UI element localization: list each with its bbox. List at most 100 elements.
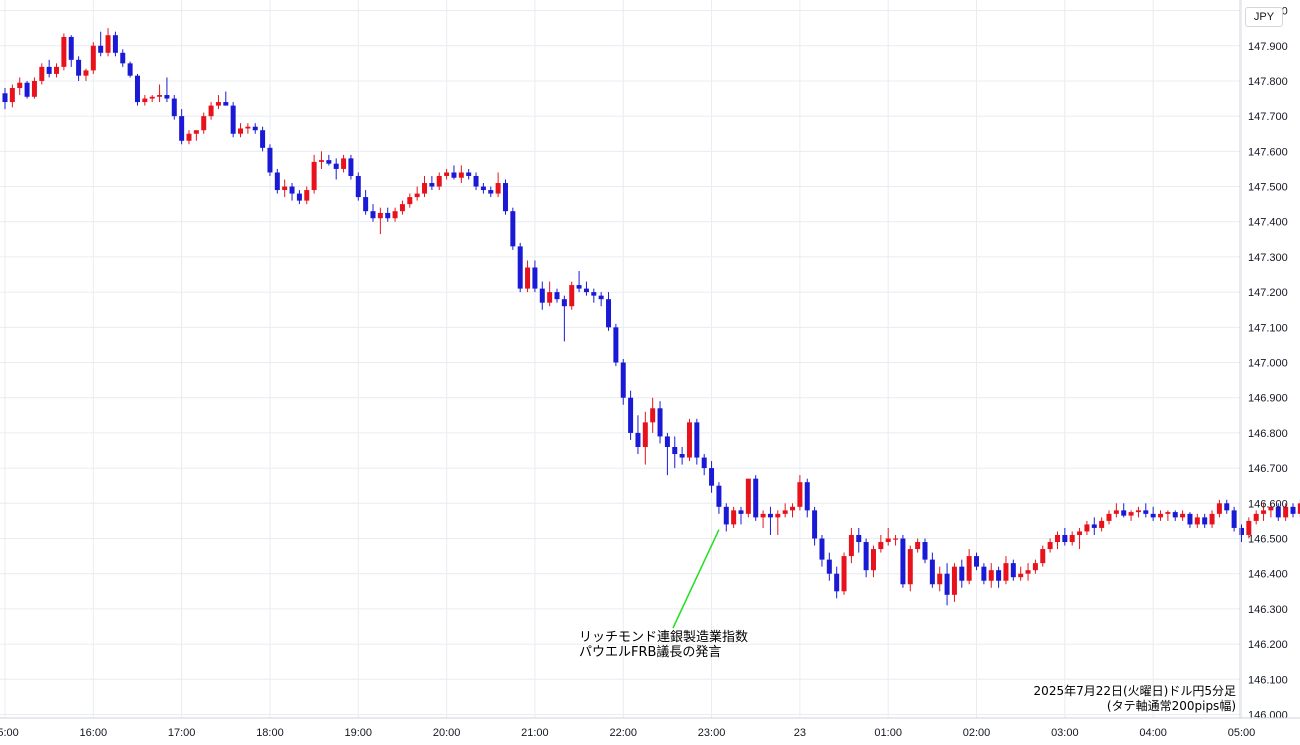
candle	[260, 126, 266, 152]
candle	[716, 482, 722, 514]
candle	[591, 288, 597, 303]
candle-body	[679, 454, 685, 458]
candle-body	[429, 183, 435, 187]
candle-body	[260, 130, 266, 148]
candle	[1187, 512, 1193, 528]
candle	[1268, 503, 1274, 518]
time-axis[interactable]: 15:00 16:00 17:00 18:00 19:00 20:00 21:00 22:00…	[0, 717, 1300, 739]
candle-body	[377, 212, 383, 219]
candle	[547, 281, 553, 307]
candle	[819, 534, 825, 567]
candle-body	[893, 538, 899, 540]
caption: 2025年7月22日(火曜日)ドル円5分足 (タテ軸通常200pips幅)	[1034, 684, 1236, 713]
candle	[510, 207, 516, 250]
candle	[1069, 531, 1075, 546]
candle-body	[672, 446, 678, 455]
candle-body	[1202, 517, 1208, 525]
candle-body	[61, 36, 67, 67]
candle-body	[451, 172, 457, 178]
candle	[215, 95, 221, 110]
candle-body	[554, 292, 560, 300]
candle-body	[422, 183, 428, 194]
candle-body	[1172, 512, 1178, 518]
candle	[458, 165, 464, 184]
candle	[1224, 499, 1230, 514]
candle-body	[782, 510, 788, 514]
candle-body	[922, 542, 928, 560]
candle	[230, 102, 236, 138]
candle	[83, 68, 89, 81]
candle	[686, 418, 692, 462]
candle-body	[996, 570, 1002, 581]
candle-body	[856, 534, 862, 543]
candle	[407, 193, 413, 208]
candles	[2, 28, 1300, 606]
candle	[672, 436, 678, 469]
candle	[893, 534, 899, 546]
candle	[959, 559, 965, 588]
candle	[436, 172, 442, 191]
y-tick-label: 147.700	[1248, 111, 1288, 123]
candle-body	[907, 549, 913, 585]
x-tick-label: 19:00	[345, 727, 373, 739]
candle	[826, 552, 832, 581]
annotation-text-2: パウエルFRB議長の発言	[579, 645, 721, 660]
candle	[974, 552, 980, 571]
candle-body	[635, 432, 641, 447]
candle-body	[532, 267, 538, 289]
candle-body	[959, 566, 965, 581]
candle	[1010, 559, 1016, 581]
candle	[164, 77, 170, 103]
candle-body	[2, 93, 8, 103]
y-tick-label: 147.400	[1248, 217, 1288, 229]
candle-body	[738, 510, 744, 514]
candle	[583, 281, 589, 296]
candle-body	[694, 422, 700, 458]
candle-body	[1261, 510, 1267, 514]
candle	[1216, 499, 1222, 518]
currency-button[interactable]: JPY	[1245, 7, 1283, 27]
candle	[915, 538, 921, 553]
candle	[561, 295, 567, 342]
candle	[1121, 503, 1127, 518]
x-tick-label: 22:00	[609, 727, 637, 739]
candle	[812, 506, 818, 546]
candle	[333, 158, 339, 180]
candle-body	[664, 436, 670, 447]
candle-body	[186, 133, 192, 141]
candle-body	[915, 542, 921, 550]
candle	[782, 503, 788, 518]
candle-body	[502, 183, 508, 212]
candle	[996, 566, 1002, 588]
candle-body	[68, 36, 74, 60]
candle	[120, 49, 126, 67]
y-tick-label: 147.300	[1248, 252, 1288, 264]
candle-body	[1121, 510, 1127, 516]
candle-body	[797, 482, 803, 507]
candle	[201, 112, 207, 134]
candle	[1180, 510, 1186, 521]
candle	[1135, 506, 1141, 518]
candle-body	[1025, 570, 1031, 574]
candle-body	[385, 212, 391, 219]
candle	[1297, 499, 1300, 518]
candle-body	[745, 478, 751, 514]
candle	[863, 538, 869, 578]
y-tick-label: 147.900	[1248, 41, 1288, 53]
candle-body	[988, 570, 994, 581]
candle-body	[31, 80, 37, 97]
candle-body	[120, 52, 126, 64]
candle	[657, 401, 663, 444]
candle-body	[495, 183, 501, 194]
candle-body	[90, 45, 96, 71]
candle-body	[1113, 510, 1119, 514]
candle-body	[576, 285, 582, 289]
candle	[17, 77, 23, 96]
price-axis[interactable]: 148.000147.900147.800147.700147.600147.5…	[1239, 0, 1288, 721]
candle	[208, 102, 214, 120]
candle	[348, 154, 354, 180]
candle-body	[1018, 573, 1024, 578]
candle-body	[348, 158, 354, 176]
annotation: リッチモンド連銀製造業指数 パウエルFRB議長の発言	[579, 529, 748, 660]
candle-body	[1253, 513, 1259, 521]
